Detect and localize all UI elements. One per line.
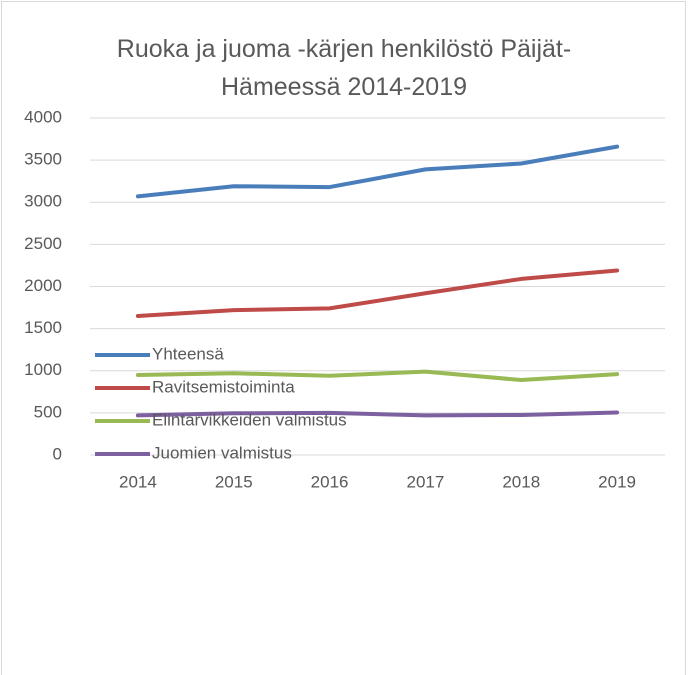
series-line bbox=[135, 369, 620, 383]
x-tick-label: 2016 bbox=[311, 472, 349, 491]
x-tick-label: 2017 bbox=[407, 472, 445, 491]
legend-label: Elintarvikkeiden valmistus bbox=[152, 410, 347, 429]
y-tick-label: 2500 bbox=[24, 234, 62, 253]
x-tick-label: 2018 bbox=[502, 472, 540, 491]
legend-label: Yhteensä bbox=[152, 344, 224, 363]
legend-label: Juomien valmistus bbox=[152, 443, 292, 462]
y-tick-label: 3500 bbox=[24, 150, 62, 169]
x-tick-label: 2019 bbox=[598, 472, 636, 491]
x-tick-label: 2015 bbox=[215, 472, 253, 491]
x-tick-label: 2014 bbox=[119, 472, 157, 491]
y-tick-label: 3000 bbox=[24, 192, 62, 211]
y-tick-label: 1500 bbox=[24, 318, 62, 337]
y-tick-label: 4000 bbox=[24, 107, 62, 126]
series-line bbox=[135, 410, 620, 418]
y-tick-label: 500 bbox=[34, 402, 62, 421]
y-tick-label: 0 bbox=[53, 444, 62, 463]
legend-label: Ravitsemistoiminta bbox=[152, 377, 295, 396]
y-tick-label: 2000 bbox=[24, 276, 62, 295]
series-line bbox=[135, 144, 620, 199]
y-tick-label: 1000 bbox=[24, 360, 62, 379]
chart-title: Ruoka ja juoma -kärjen henkilöstö Päijät… bbox=[116, 35, 572, 101]
series-line bbox=[135, 268, 620, 318]
